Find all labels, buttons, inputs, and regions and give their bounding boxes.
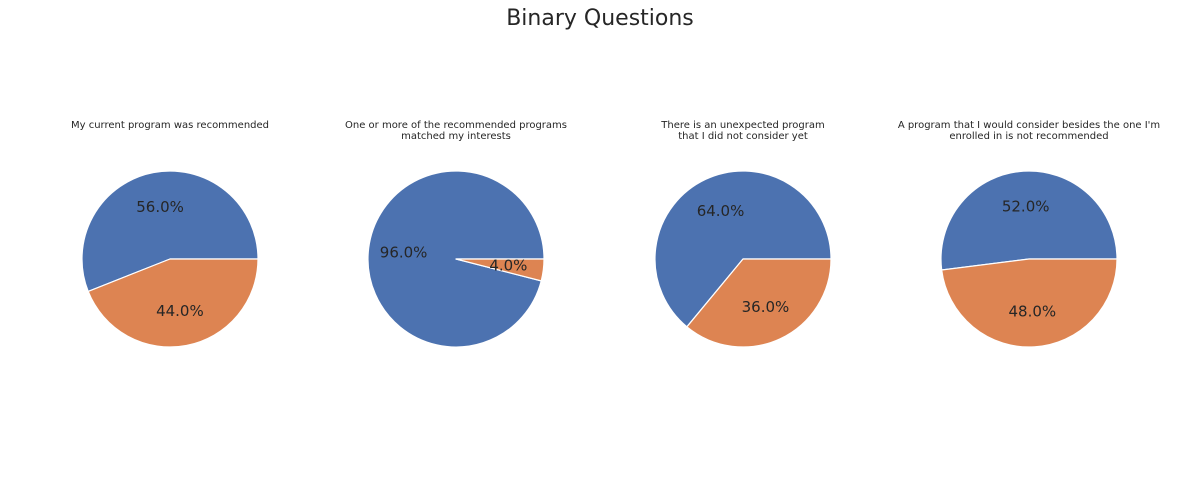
pie-title-4: A program that I would consider besides … [897, 120, 1161, 142]
pie-2-slice-2 [455, 258, 545, 282]
chart-suptitle: Binary Questions [506, 6, 694, 31]
pie-2-slice-1-label: 96.0% [380, 243, 428, 261]
pie-chart-1: 56.0% 44.0% [81, 170, 259, 348]
pie-4-slice-2-label: 48.0% [1008, 303, 1056, 321]
pie-1-slice-1 [81, 170, 259, 292]
pie-3-slice-2 [686, 258, 832, 348]
pie-4-slice-2 [941, 258, 1118, 348]
pie-1-slice-2 [87, 258, 259, 348]
pie-panel-1: My current program was recommended 56.0%… [30, 110, 310, 360]
pie-1-slice-1-label: 56.0% [136, 198, 184, 216]
pie-title-1: My current program was recommended [70, 120, 270, 131]
pie-3-slice-2-label: 36.0% [742, 298, 790, 316]
pie-4-slice-1 [940, 170, 1118, 271]
pie-chart-4: 52.0% 48.0% [940, 170, 1118, 348]
pie-title-2: One or more of the recommended programs … [345, 120, 567, 142]
pie-3-slice-1-label: 64.0% [697, 202, 745, 220]
pie-panel-2: One or more of the recommended programs … [316, 110, 596, 360]
pie-chart-3: 64.0% 36.0% [654, 170, 832, 348]
pie-2-slice-2-label: 4.0% [489, 257, 527, 275]
pie-1-slice-2-label: 44.0% [156, 302, 204, 320]
pie-4-slice-1-label: 52.0% [1002, 197, 1050, 215]
pie-chart-2: 96.0% 4.0% [367, 170, 545, 348]
pie-title-3: There is an unexpected program that I di… [661, 120, 825, 142]
pie-3-slice-1 [654, 170, 832, 328]
pie-panel-3: There is an unexpected program that I di… [603, 110, 883, 360]
pie-panel-4: A program that I would consider besides … [889, 110, 1169, 360]
